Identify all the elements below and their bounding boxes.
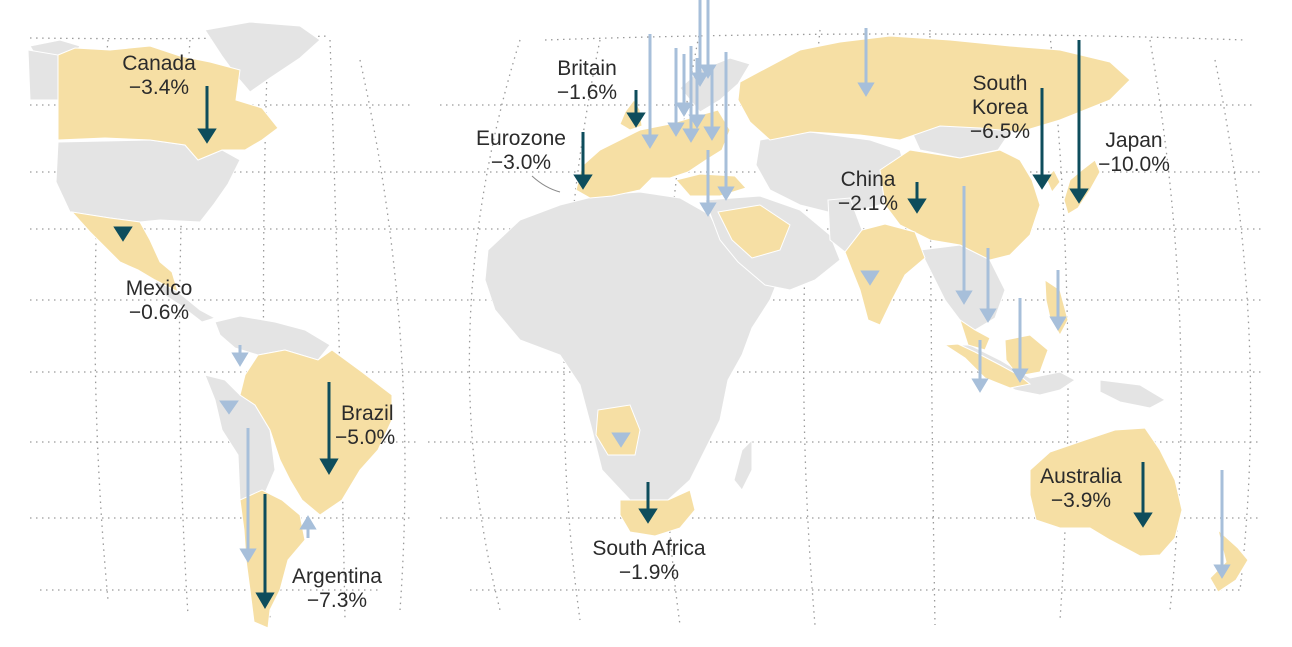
thailand-arrow [955,186,973,305]
china-name: China [840,168,896,191]
other-land [27,21,1167,522]
south-africa-arrow [638,482,658,524]
eurozone-value: −3.0% [490,151,552,174]
britain-label: Britain −1.6% [537,57,637,105]
angola-landmass [595,404,641,456]
argentina-arrow [255,494,275,609]
borneo-landmass [1004,334,1049,377]
indonesia-highlight-landmass [943,343,1032,389]
peru-arrow [219,400,239,415]
israel-arrow [699,150,717,217]
japan-label: Japan −10.0% [1076,129,1192,177]
britain-name: Britain [557,57,617,80]
malaysia-arrow [971,340,989,393]
australia-arrow [1133,462,1153,528]
turkey-landmass [675,173,747,197]
china-label: China −2.1% [818,168,918,216]
norway-arrow [699,0,717,79]
labeled-arrows [113,40,1153,609]
central-america-landmass [154,278,217,323]
south-africa-value: −1.9% [618,561,680,584]
argentina-value: −7.3% [306,589,368,612]
brazil-name: Brazil [341,402,394,425]
mexico-landmass [70,211,179,293]
saudi-arabia-landmass [717,204,791,259]
canada-name: Canada [122,52,196,75]
japan-landmass [1063,159,1101,215]
vietnam-arrow [979,248,997,323]
china-value: −2.1% [837,192,899,215]
argentina-label: Argentina −7.3% [272,565,402,613]
indonesia-arrow [1011,298,1029,383]
africa-landmass [484,191,781,501]
russia-arrow [717,52,735,201]
central-asia-landmass [755,131,911,216]
russia-east-arrow [857,28,875,97]
brazil-landmass [239,349,393,516]
sweden-arrow [675,54,693,117]
angola-arrow [611,432,631,448]
south-africa-name: South Africa [592,537,706,560]
india-landmass [844,223,926,326]
australia-name: Australia [1040,465,1122,488]
other-arrows [219,0,1231,579]
mexico-label: Mexico −0.6% [104,277,214,325]
canada-landmass [57,45,279,161]
south-africa-landmass [619,489,696,537]
greece-arrow [641,34,659,149]
australia-label: Australia −3.9% [1021,465,1141,513]
new-zealand-landmass [1209,528,1249,593]
russia-landmass [737,35,1131,141]
mexico-value: −0.6% [128,301,190,324]
britain-value: −1.6% [556,81,618,104]
south-korea-arrow [1032,88,1052,190]
japan-value: −10.0% [1098,153,1170,176]
eurozone-arrow [573,132,593,190]
uruguay-arrow [299,515,317,538]
chile-arrow [239,428,257,563]
philippines-arrow [1049,270,1067,331]
canada-arrow [197,86,217,144]
colombia-arrow [231,345,249,367]
eurozone-leader-line [531,175,561,193]
mexico-name: Mexico [125,277,193,300]
canada-label: Canada −3.4% [104,52,214,100]
alaska-landmass [27,49,61,101]
south-africa-label: South Africa −1.9% [569,537,729,585]
brazil-arrow [319,382,339,475]
papua-landmass [1099,379,1167,409]
netherlands-arrow [667,48,685,137]
eurozone-name: Eurozone [476,127,566,150]
mexico-arrow [113,226,133,242]
southeast-asia-highlight-landmass [959,318,991,351]
japan-arrow [1069,40,1089,204]
argentina-name: Argentina [292,565,382,588]
south-korea-name: South Korea [971,72,1029,119]
britain-arrow [626,90,646,128]
japan-name: Japan [1105,129,1163,152]
new-zealand-arrow [1213,470,1231,579]
brazil-label: Brazil −5.0% [335,402,395,450]
south-korea-label: South Korea −6.5% [950,72,1050,144]
czech-arrow [703,70,721,141]
australia-value: −3.9% [1050,489,1112,512]
eurozone-label: Eurozone −3.0% [458,127,584,175]
china-arrow [907,182,927,214]
poland-arrow [688,58,706,129]
south-korea-landmass [1045,169,1061,193]
south-korea-value: −6.5% [969,120,1031,143]
canada-value: −3.4% [128,76,190,99]
china-landmass [879,149,1041,261]
india-arrow [860,270,880,286]
brazil-value: −5.0% [335,426,396,449]
madagascar-landmass [733,438,753,491]
